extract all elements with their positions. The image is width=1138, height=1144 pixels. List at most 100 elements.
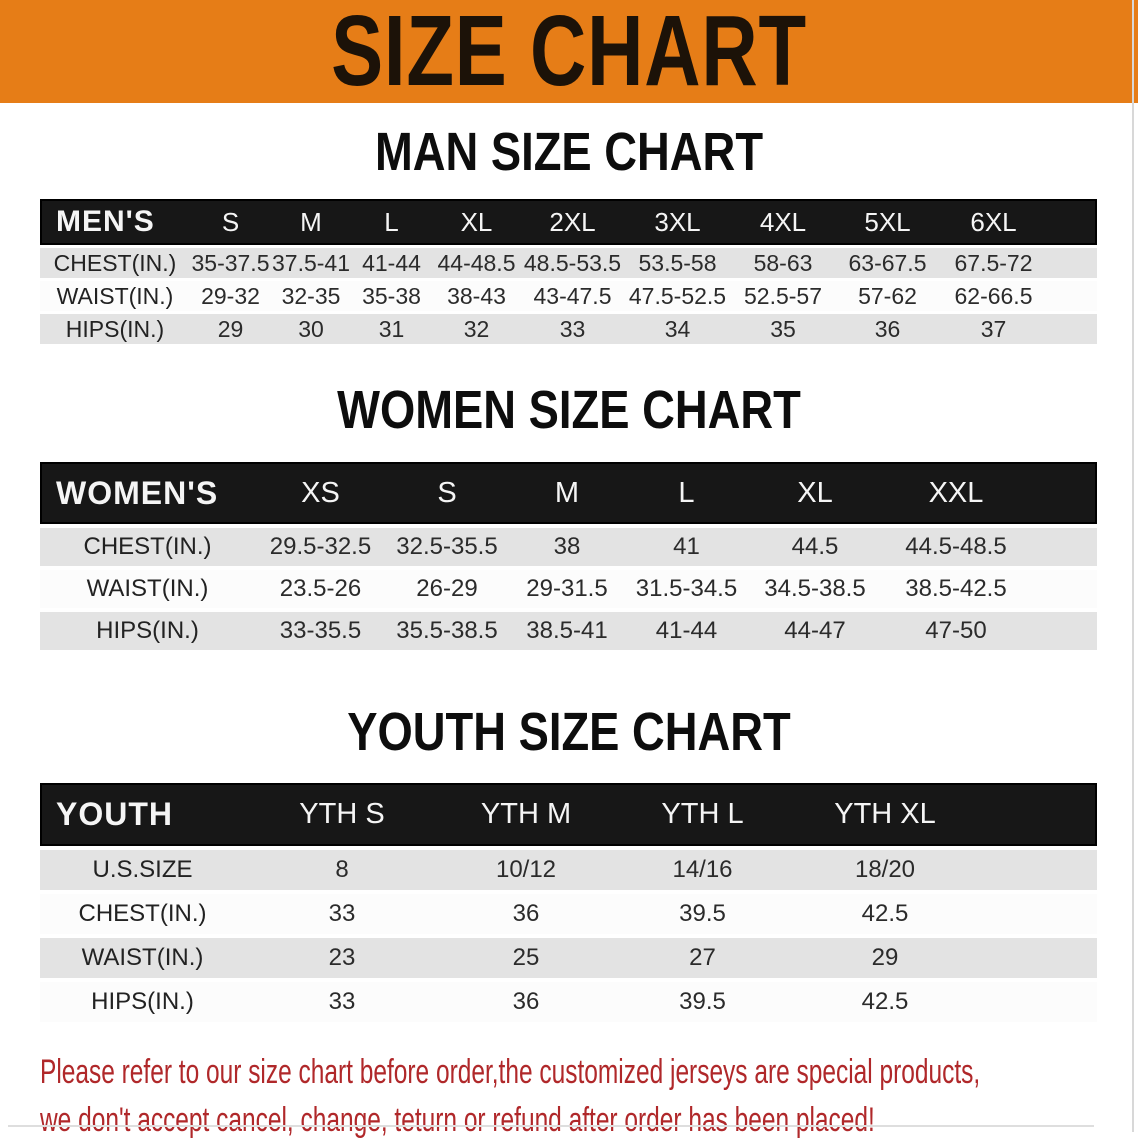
men-column-header: 4XL	[731, 199, 835, 245]
filler-cell	[1047, 199, 1097, 245]
size-value-cell: 32	[432, 314, 521, 344]
size-value-cell: 47-50	[883, 612, 1029, 650]
size-value-cell: 31	[351, 314, 432, 344]
size-value-cell: 37.5-41	[271, 248, 351, 278]
size-value-cell: 52.5-57	[731, 281, 835, 311]
men-table-row: HIPS(IN.) 29 30 31 32 33 34 35 36 37	[40, 314, 1097, 344]
size-chart-banner: SIZE CHART	[0, 0, 1138, 103]
youth-chart-heading: YOUTH SIZE CHART	[0, 702, 1138, 762]
size-value-cell: 38.5-42.5	[883, 570, 1029, 608]
men-table-row: CHEST(IN.) 35-37.5 37.5-41 41-44 44-48.5 48.5…	[40, 248, 1097, 278]
youth-chart-heading-text: YOUTH SIZE CHART	[347, 702, 791, 762]
right-edge-artifact	[1132, 0, 1134, 1132]
size-value-cell: 36	[439, 894, 613, 934]
youth-size-section: YOUTH SIZE CHART YOUTH YTH S YTH M YTH L YTH …	[0, 654, 1138, 1026]
size-value-cell: 29-31.5	[508, 570, 626, 608]
warning-line: we don't accept cancel, change, teturn o…	[40, 1096, 1138, 1144]
size-value-cell: 36	[835, 314, 940, 344]
youth-column-header: YTH L	[613, 783, 792, 846]
size-value-cell: 41	[626, 528, 747, 566]
size-value-cell: 35-38	[351, 281, 432, 311]
women-chart-heading: WOMEN SIZE CHART	[0, 380, 1138, 440]
size-value-cell: 32-35	[271, 281, 351, 311]
women-table-row: HIPS(IN.) 33-35.5 35.5-38.5 38.5-41 41-44 44-…	[40, 612, 1097, 650]
filler-cell	[1029, 570, 1097, 608]
filler-cell	[1029, 528, 1097, 566]
row-label: WAIST(IN.)	[40, 570, 255, 608]
men-table-corner-label: MEN'S	[40, 199, 190, 245]
size-value-cell: 44-48.5	[432, 248, 521, 278]
size-value-cell: 23	[245, 938, 439, 978]
men-size-section: MAN SIZE CHART MEN'S S M L XL 2XL 3XL 4XL 5XL 6XL C…	[0, 103, 1138, 347]
size-value-cell: 38.5-41	[508, 612, 626, 650]
size-value-cell: 34.5-38.5	[747, 570, 883, 608]
men-chart-heading: MAN SIZE CHART	[0, 122, 1138, 182]
men-size-table: MEN'S S M L XL 2XL 3XL 4XL 5XL 6XL CHEST(IN.) 35-37…	[40, 196, 1097, 347]
women-column-header: XL	[747, 462, 883, 524]
women-chart-heading-text: WOMEN SIZE CHART	[337, 380, 801, 440]
men-column-header: 3XL	[624, 199, 731, 245]
size-value-cell: 33	[521, 314, 624, 344]
row-label: HIPS(IN.)	[40, 612, 255, 650]
size-value-cell: 29-32	[190, 281, 271, 311]
women-column-header: S	[386, 462, 508, 524]
size-value-cell: 48.5-53.5	[521, 248, 624, 278]
size-value-cell: 41-44	[351, 248, 432, 278]
size-value-cell: 42.5	[792, 894, 978, 934]
women-column-header: XS	[255, 462, 386, 524]
women-column-header: XXL	[883, 462, 1029, 524]
size-value-cell: 57-62	[835, 281, 940, 311]
size-value-cell: 23.5-26	[255, 570, 386, 608]
men-chart-heading-text: MAN SIZE CHART	[374, 122, 764, 182]
filler-cell	[978, 894, 1097, 934]
filler-cell	[1029, 612, 1097, 650]
filler-cell	[978, 982, 1097, 1022]
size-value-cell: 30	[271, 314, 351, 344]
youth-column-header: YTH S	[245, 783, 439, 846]
size-value-cell: 35-37.5	[190, 248, 271, 278]
men-column-header: 6XL	[940, 199, 1047, 245]
warning-line-2-text: we don't accept cancel, change, teturn o…	[40, 1101, 875, 1139]
youth-table-row: WAIST(IN.) 23 25 27 29	[40, 938, 1097, 978]
size-value-cell: 39.5	[613, 894, 792, 934]
women-header-row: WOMEN'S XS S M L XL XXL	[40, 462, 1097, 524]
men-table-row: WAIST(IN.) 29-32 32-35 35-38 38-43 43-47.5 47.…	[40, 281, 1097, 311]
size-value-cell: 18/20	[792, 850, 978, 890]
youth-table-corner-label: YOUTH	[40, 783, 245, 846]
size-value-cell: 35.5-38.5	[386, 612, 508, 650]
women-column-header: L	[626, 462, 747, 524]
youth-header-row: YOUTH YTH S YTH M YTH L YTH XL	[40, 783, 1097, 846]
filler-cell	[1047, 248, 1097, 278]
men-column-header: 5XL	[835, 199, 940, 245]
row-label: WAIST(IN.)	[40, 938, 245, 978]
men-column-header: XL	[432, 199, 521, 245]
size-value-cell: 31.5-34.5	[626, 570, 747, 608]
row-label: CHEST(IN.)	[40, 528, 255, 566]
size-value-cell: 25	[439, 938, 613, 978]
filler-cell	[978, 850, 1097, 890]
size-value-cell: 36	[439, 982, 613, 1022]
men-column-header: S	[190, 199, 271, 245]
size-value-cell: 44.5	[747, 528, 883, 566]
size-value-cell: 29	[792, 938, 978, 978]
filler-cell	[1047, 314, 1097, 344]
row-label: HIPS(IN.)	[40, 314, 190, 344]
women-column-header: M	[508, 462, 626, 524]
filler-cell	[978, 938, 1097, 978]
bottom-edge-artifact	[8, 1125, 1094, 1127]
size-chart-content: MAN SIZE CHART MEN'S S M L XL 2XL 3XL 4XL 5XL 6XL C…	[0, 103, 1138, 1026]
men-header-row: MEN'S S M L XL 2XL 3XL 4XL 5XL 6XL	[40, 199, 1097, 245]
size-value-cell: 38	[508, 528, 626, 566]
banner-title: SIZE CHART	[331, 0, 807, 103]
size-value-cell: 42.5	[792, 982, 978, 1022]
size-value-cell: 58-63	[731, 248, 835, 278]
youth-table-row: HIPS(IN.) 33 36 39.5 42.5	[40, 982, 1097, 1022]
youth-column-header: YTH XL	[792, 783, 978, 846]
size-value-cell: 63-67.5	[835, 248, 940, 278]
row-label: WAIST(IN.)	[40, 281, 190, 311]
youth-table-row: CHEST(IN.) 33 36 39.5 42.5	[40, 894, 1097, 934]
size-value-cell: 34	[624, 314, 731, 344]
size-value-cell: 29.5-32.5	[255, 528, 386, 566]
size-value-cell: 67.5-72	[940, 248, 1047, 278]
size-value-cell: 14/16	[613, 850, 792, 890]
